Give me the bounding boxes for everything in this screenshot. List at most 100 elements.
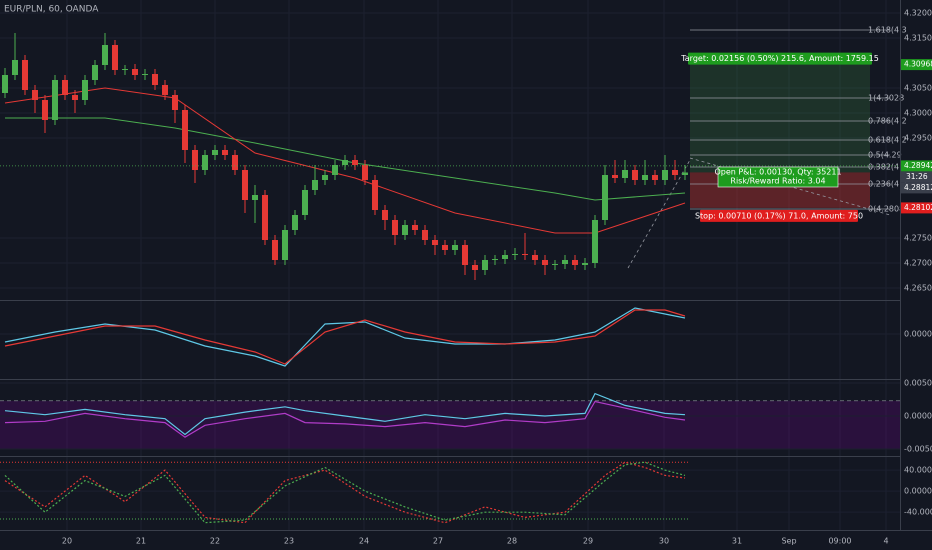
price-badge [901,202,932,214]
pnl-label: Open P&L: 0.00130, Qty: 35211 [714,168,841,177]
candle-body [232,155,238,170]
candle-body [112,45,118,70]
candle-body [622,170,628,178]
y-tick-label: 0.0000 [904,412,932,421]
candle-body [152,74,158,85]
candle-body [672,170,678,175]
candle-body [62,80,68,95]
candle-body [682,172,688,175]
candle-body [32,90,38,100]
target-label-box [688,52,872,65]
countdown: 31:26 [906,172,928,181]
candle-body [122,69,128,70]
x-tick-label: 29 [583,537,593,546]
y-tick-label: -40.0000 [904,508,932,517]
trend-line [627,159,691,269]
x-tick-label: 30 [659,537,669,546]
candle-body [252,195,258,200]
candle-body [102,45,108,65]
candle-body [592,220,598,263]
fib-label: 0.382(4.2 [868,163,907,172]
candle-body [242,170,248,200]
candle-body [422,230,428,240]
candle-body [332,165,338,175]
candle-body [352,160,358,165]
y-tick-label: 4.32000 [904,9,932,18]
candle-body [582,263,588,265]
price-badge [901,182,932,194]
chart-title: EUR/PLN, 60, OANDA [4,5,99,15]
candle-body [52,80,58,120]
candle-body [562,260,568,264]
candle-body [82,80,88,100]
candle-body [442,245,448,250]
price-badge-label: 4.28812 [904,183,932,192]
candle-body [272,240,278,260]
y-tick-label: 0.0000 [904,330,932,339]
x-tick-label: Sep [781,537,796,546]
y-tick-label: 4.30500 [904,84,932,93]
x-tick-label: 21 [136,537,146,546]
y-tick-label: 4.31500 [904,34,932,43]
y-tick-label: 4.29500 [904,134,932,143]
x-tick-label: 24 [359,537,369,546]
price-badge-label: 4.28942 [904,161,932,170]
fib-label: 0.618(4.2 [868,136,907,145]
fib-label: 0.5(4.29 [868,151,902,160]
candle-body [2,75,8,93]
candle-body [412,225,418,230]
stop-label-box [700,209,858,222]
y-tick-label: 4.27500 [904,234,932,243]
candle-body [632,170,638,180]
countdown-badge [901,171,932,183]
indicator-line [4,307,686,367]
candle-body [432,240,438,245]
y-tick-label: -0.0050 [904,445,932,454]
candle-body [372,180,378,210]
candle-body [462,245,468,265]
candle-body [92,65,98,80]
candle-body [522,254,528,255]
candle-body [72,95,78,100]
candle-body [362,165,368,180]
x-tick-label: 09:00 [828,537,851,546]
candle-body [192,150,198,170]
candle-body [292,215,298,230]
candle-body [142,74,148,75]
candle-body [572,260,578,265]
candle-body [552,264,558,265]
candle-body [532,255,538,260]
x-tick-label: 28 [507,537,517,546]
fib-label: 0.236(4.2 [868,180,907,189]
rr-label: Risk/Reward Ratio: 3.04 [730,177,825,186]
candle-body [172,95,178,110]
candle-body [212,150,218,155]
candle-body [132,69,138,75]
stop-label: Stop: 0.00710 (0.17%) 71.0, Amount: 750 [695,211,863,220]
candle-body [662,170,668,180]
y-tick-label: 0.0050 [904,378,932,387]
indicator-line [4,392,686,436]
target-label: Target: 0.02156 (0.50%) 215.6, Amount: 1… [680,54,879,63]
candle-body [542,260,548,265]
candle-body [202,155,208,170]
candle-body [322,175,328,180]
candle-body [392,220,398,235]
candle-body [612,175,618,178]
candle-body [262,195,268,240]
indicator-line [4,461,686,524]
x-tick-label: 22 [210,537,220,546]
indicator-line [4,400,686,438]
price-badge [901,160,932,172]
candle-body [182,110,188,150]
candle-body [452,245,458,250]
candle-body [282,230,288,260]
fib-label: 1(4.3028 [868,94,904,103]
candle-body [302,190,308,215]
pnl-box [717,166,839,188]
candle-body [402,225,408,235]
candle-body [42,100,48,120]
x-tick-label: 31 [732,537,742,546]
